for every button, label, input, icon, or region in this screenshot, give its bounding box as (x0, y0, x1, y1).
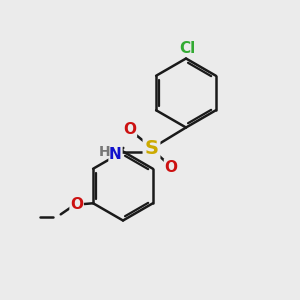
Text: O: O (123, 122, 136, 136)
Text: N: N (109, 147, 122, 162)
Text: H: H (98, 145, 110, 159)
Text: Cl: Cl (179, 41, 195, 56)
Text: O: O (70, 197, 83, 212)
Text: S: S (145, 139, 158, 158)
Text: O: O (164, 160, 178, 175)
